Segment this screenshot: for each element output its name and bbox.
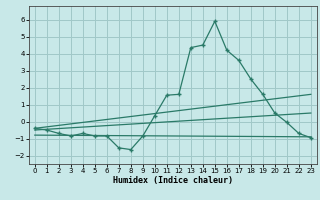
X-axis label: Humidex (Indice chaleur): Humidex (Indice chaleur) xyxy=(113,176,233,185)
